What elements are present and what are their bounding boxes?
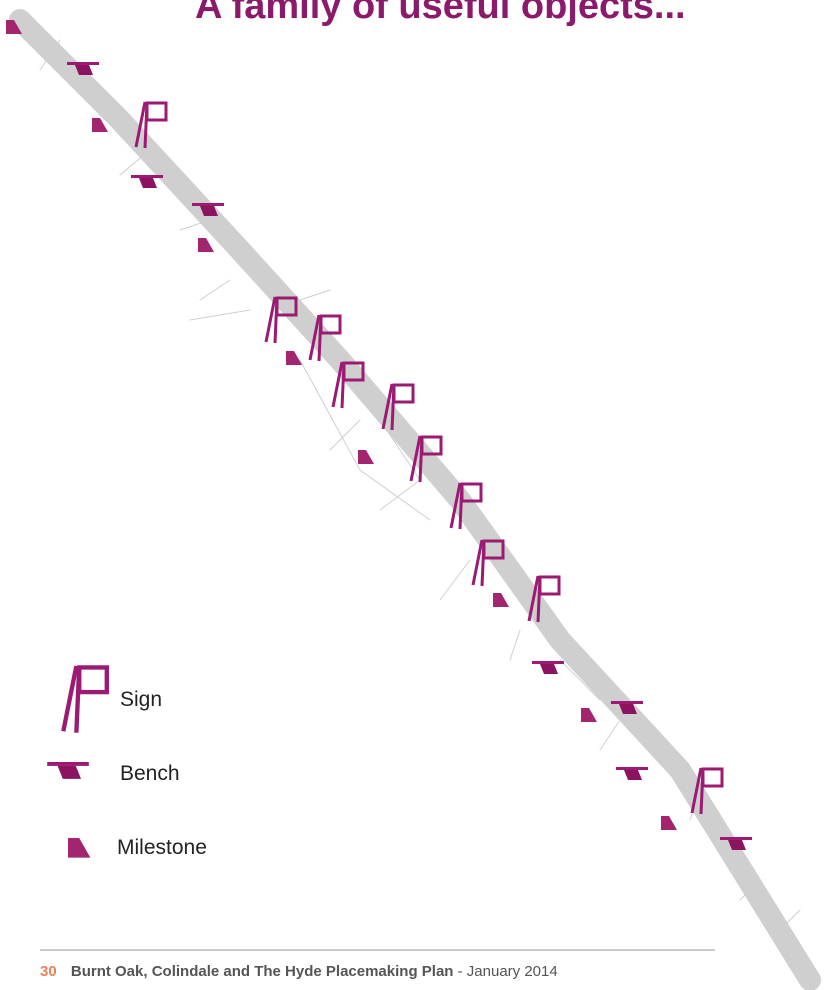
map-icons (6, 20, 752, 850)
sign-icon (381, 383, 415, 431)
bench-base (200, 206, 218, 216)
sign-pole (308, 314, 321, 361)
sign-icon (61, 665, 109, 733)
sign-icon (308, 314, 342, 362)
sign-flag (77, 665, 109, 695)
bench-icon (47, 762, 89, 779)
sign-icon (264, 296, 298, 344)
sign-flag (319, 314, 342, 335)
bench-base (57, 765, 81, 779)
bench-icon (532, 661, 564, 674)
sign-icon (331, 361, 365, 409)
sign-pole (690, 767, 703, 814)
legend-label: Sign (120, 688, 162, 711)
sign-pole (61, 665, 79, 732)
sign-flag (460, 482, 483, 503)
bench-icon (720, 837, 752, 850)
bench-seat (532, 661, 564, 664)
sign-flag (482, 539, 505, 560)
bench-seat (47, 762, 89, 766)
sign-pole (449, 482, 462, 529)
sign-pole (527, 575, 540, 622)
bench-base (619, 704, 637, 714)
sign-pole (134, 101, 147, 148)
milestone-icon (286, 351, 302, 365)
sign-pole (264, 296, 277, 343)
bench-icon (611, 701, 643, 714)
sign-pole (471, 539, 484, 586)
bench-base (624, 770, 642, 780)
sign-flag (538, 575, 561, 596)
milestone-shape (493, 593, 509, 607)
milestone-shape (581, 708, 597, 722)
bench-seat (611, 701, 643, 704)
milestone-icon (581, 708, 597, 722)
sign-icon (690, 767, 724, 815)
bench-icon (616, 767, 648, 780)
page-title: A family of useful objects... (195, 0, 686, 27)
footer: 30 Burnt Oak, Colindale and The Hyde Pla… (40, 963, 558, 980)
document-title: Burnt Oak, Colindale and The Hyde Placem… (71, 963, 454, 980)
milestone-shape (6, 20, 22, 34)
sign-icon (409, 435, 443, 483)
sign-pole (331, 361, 344, 408)
milestone-icon (358, 450, 374, 464)
milestone-shape (286, 351, 302, 365)
sign-flag (145, 101, 168, 122)
bench-seat (67, 62, 99, 65)
bench-icon (192, 203, 224, 216)
bench-icon (67, 62, 99, 75)
milestone-icon (661, 816, 677, 830)
sign-flag (342, 361, 365, 382)
milestone-shape (68, 838, 91, 858)
milestone-shape (92, 118, 108, 132)
legend-label: Bench (120, 762, 180, 785)
legend: Sign Bench Milestone (47, 665, 207, 859)
sign-flag (420, 435, 443, 456)
milestone-icon (198, 238, 214, 252)
milestone-shape (661, 816, 677, 830)
bench-base (75, 65, 93, 75)
sign-pole (409, 435, 422, 482)
milestone-icon (6, 20, 22, 34)
sign-flag (392, 383, 415, 404)
page-number: 30 (40, 963, 57, 980)
milestone-icon (92, 118, 108, 132)
milestone-icon (493, 593, 509, 607)
milestone-shape (358, 450, 374, 464)
sign-icon (527, 575, 561, 623)
sign-icon (134, 101, 168, 149)
sign-icon (449, 482, 483, 530)
bench-seat (720, 837, 752, 840)
bench-seat (616, 767, 648, 770)
document-date: - January 2014 (458, 963, 558, 980)
bench-base (728, 840, 746, 850)
legend-label: Milestone (117, 836, 207, 859)
sign-pole (381, 383, 394, 430)
bench-base (139, 178, 157, 188)
bench-seat (192, 203, 224, 206)
sign-flag (701, 767, 724, 788)
sign-icon (471, 539, 505, 587)
milestone-shape (198, 238, 214, 252)
milestone-icon (68, 838, 91, 858)
sign-flag (275, 296, 298, 317)
bench-base (540, 664, 558, 674)
bench-icon (131, 175, 163, 188)
bench-seat (131, 175, 163, 178)
